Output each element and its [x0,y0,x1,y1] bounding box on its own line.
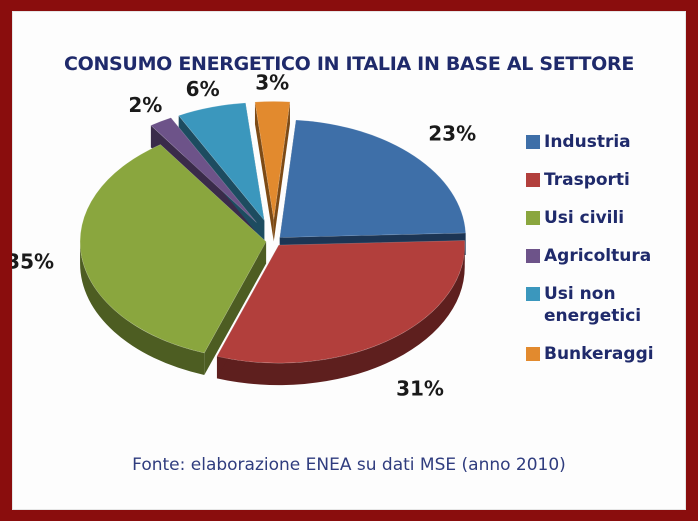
slice-industria [279,119,466,238]
legend-label: Agricoltura [544,246,652,266]
chart-source: Fonte: elaborazione ENEA su dati MSE (an… [132,455,566,475]
legend-item-bunkeraggi: Bunkeraggi [526,343,686,365]
data-label-usi-civili: 35% [12,250,54,274]
legend-swatch [526,249,540,263]
slice-usi-civili [79,144,267,354]
data-label-bunkeraggi: 3% [255,71,289,95]
legend-swatch [526,347,540,361]
legend-item-usi-civili: Usi civili [526,207,686,229]
data-label-industria: 23% [428,121,476,145]
chart-panel: CONSUMO ENERGETICO IN ITALIA IN BASE AL … [12,11,686,510]
legend-swatch [526,211,540,225]
legend-label: Trasporti [544,170,630,190]
data-label-usi-non-energetici: 6% [186,77,220,101]
legend: Industria Trasporti Usi civili Agricoltura U… [526,131,686,381]
slice-agricoltura [150,117,257,223]
legend-item-industria: Industria [526,131,686,153]
legend-swatch [526,135,540,149]
slice-bunkeraggi [254,101,291,220]
data-label-agricoltura: 2% [128,93,162,117]
legend-label: Industria [544,132,631,152]
legend-item-usi-non-energetici: Usi non energetici [526,283,686,327]
legend-swatch [526,173,540,187]
chart-title: CONSUMO ENERGETICO IN ITALIA IN BASE AL … [63,53,635,75]
legend-swatch [526,287,540,301]
legend-item-trasporti: Trasporti [526,169,686,191]
legend-item-agricoltura: Agricoltura [526,245,686,267]
data-label-trasporti: 31% [396,377,444,401]
slice-usi-non-energetici [178,102,265,222]
legend-label: Bunkeraggi [544,344,654,364]
legend-label: Usi non energetici [544,284,642,326]
slice-side-bunkeraggi [254,101,290,242]
legend-label: Usi civili [544,208,625,228]
slice-trasporti [216,240,466,364]
pie-chart: 23% 31% 35% 2% 6% 3% [12,71,476,401]
